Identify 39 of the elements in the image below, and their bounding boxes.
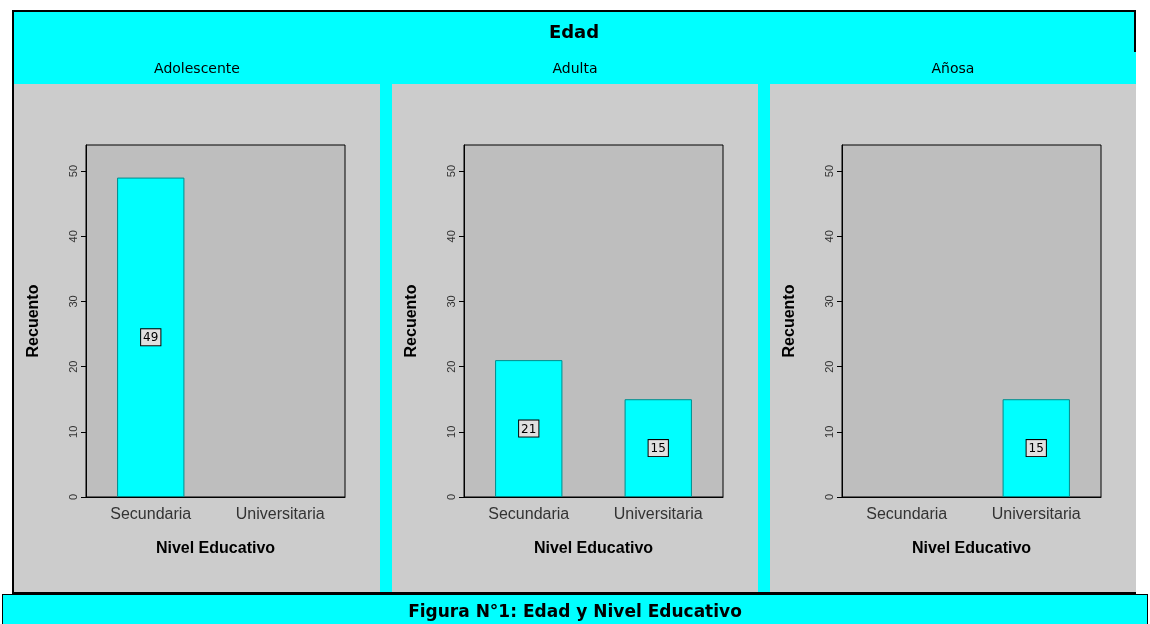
data-label: 21 bbox=[521, 421, 537, 436]
y-tick-label: 50 bbox=[444, 164, 457, 178]
y-axis-title: Recuento bbox=[23, 284, 41, 358]
x-tick-label: Universitaria bbox=[235, 504, 325, 522]
y-tick-label: 0 bbox=[444, 493, 457, 501]
x-tick-label: Secundaria bbox=[866, 504, 948, 522]
x-axis-title: Nivel Educativo bbox=[533, 538, 654, 556]
y-tick-label: 30 bbox=[822, 295, 835, 308]
y-tick-label: 50 bbox=[66, 164, 79, 178]
y-axis-title: Recuento bbox=[779, 284, 797, 358]
y-tick-label: 40 bbox=[66, 230, 79, 243]
x-tick-label: Universitaria bbox=[991, 504, 1081, 522]
y-tick-label: 30 bbox=[66, 295, 79, 308]
x-axis-title: Nivel Educativo bbox=[155, 538, 276, 556]
chart-title: Añosa bbox=[770, 52, 1136, 84]
y-tick-label: 40 bbox=[822, 230, 835, 243]
text: Figura N°1: Edad y Nivel Educativo bbox=[2, 594, 1148, 624]
x-axis-title: Nivel Educativo bbox=[911, 538, 1032, 556]
y-tick-label: 30 bbox=[444, 295, 457, 308]
y-tick-label: 10 bbox=[66, 425, 79, 438]
y-tick-label: 10 bbox=[822, 425, 835, 438]
data-label: 15 bbox=[650, 441, 666, 456]
y-tick-label: 50 bbox=[822, 164, 835, 178]
y-tick-label: 10 bbox=[444, 425, 457, 438]
y-tick-label: 40 bbox=[444, 230, 457, 243]
x-tick-label: Secundaria bbox=[110, 504, 192, 522]
y-tick-label: 20 bbox=[822, 360, 835, 373]
text: Edad bbox=[547, 20, 601, 44]
y-axis-title: Recuento bbox=[401, 284, 419, 358]
data-label: 15 bbox=[1028, 441, 1044, 456]
y-tick-label: 20 bbox=[66, 360, 79, 373]
y-tick-label: 0 bbox=[822, 493, 835, 501]
x-tick-label: Universitaria bbox=[613, 504, 703, 522]
x-tick-label: Secundaria bbox=[488, 504, 570, 522]
chart-title: Adulta bbox=[392, 52, 758, 84]
chart-title: Adolescente bbox=[14, 52, 380, 84]
data-label: 49 bbox=[143, 330, 159, 345]
y-tick-label: 20 bbox=[444, 360, 457, 373]
y-tick-label: 0 bbox=[66, 493, 79, 501]
